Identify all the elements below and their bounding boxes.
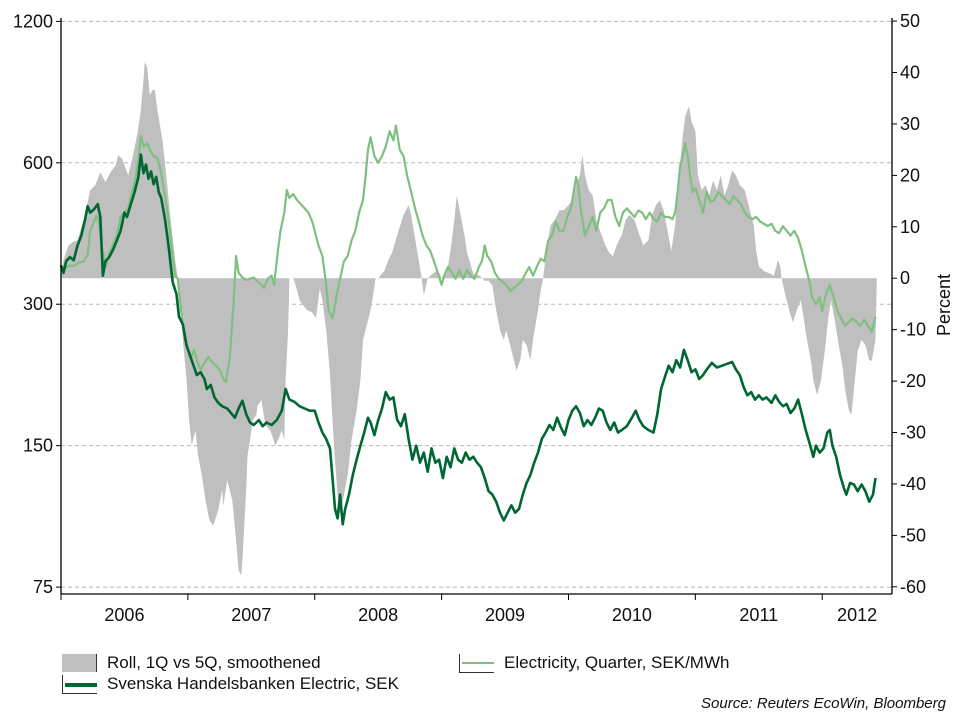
x-axis-tick-label: 2012	[837, 605, 877, 625]
right-axis-tick-label: -50	[900, 525, 926, 545]
right-axis-tick-label: 40	[900, 63, 920, 83]
right-axis-tick-label: -10	[900, 320, 926, 340]
axes: 75 150 300 600 1200 -60 -50 -40 -30 -20 -10 0 10 20 30…	[13, 11, 926, 625]
x-axis-tick-label: 2009	[485, 605, 525, 625]
legend-label: Roll, 1Q vs 5Q, smoothened	[107, 653, 321, 672]
series-lines-layer	[59, 124, 877, 526]
legend-item-shb-electric: Svenska Handelsbanken Electric, SEK	[62, 674, 399, 694]
x-axis-tick-label: 2008	[358, 605, 398, 625]
legend-item-electricity: Electricity, Quarter, SEK/MWh	[459, 653, 729, 673]
right-axis-tick-label: 50	[900, 11, 920, 31]
source-note: Source: Reuters EcoWin, Bloomberg	[701, 695, 946, 712]
legend-swatch-line-dark	[62, 674, 97, 694]
x-axis-tick-label: 2006	[104, 605, 144, 625]
x-axis-tick-label: 2007	[231, 605, 271, 625]
right-axis-tick-label: 0	[900, 268, 910, 288]
right-axis-tick-label: 30	[900, 114, 920, 134]
legend-swatch-area	[62, 654, 97, 672]
left-axis-tick-label: 150	[23, 436, 53, 456]
right-axis-tick-label: 10	[900, 217, 920, 237]
left-axis-tick-label: 600	[23, 153, 53, 173]
left-axis-tick-label: 75	[33, 577, 53, 597]
left-axis-tick-label: 1200	[13, 11, 53, 31]
series-area-roll	[61, 62, 877, 576]
right-axis-tick-label: -60	[900, 577, 926, 597]
left-axis-tick-label: 300	[23, 294, 53, 314]
series-line-shb-electric	[59, 153, 877, 526]
right-axis-tick-label: -30	[900, 423, 926, 443]
x-axis-tick-label: 2011	[739, 605, 778, 625]
legend-label: Svenska Handelsbanken Electric, SEK	[107, 674, 399, 693]
legend-swatch-line-light	[459, 653, 494, 673]
series-line-electricity	[60, 124, 877, 383]
gridlines	[61, 20, 892, 588]
right-axis-tick-label: 20	[900, 165, 920, 185]
x-axis-tick-label: 2010	[612, 605, 652, 625]
right-axis-title: Percent	[934, 274, 954, 336]
legend-item-roll: Roll, 1Q vs 5Q, smoothened	[62, 653, 321, 673]
right-axis-tick-label: -20	[900, 371, 926, 391]
legend-label: Electricity, Quarter, SEK/MWh	[504, 653, 730, 672]
right-axis-tick-label: -40	[900, 474, 926, 494]
series-roll-area-layer	[61, 62, 877, 576]
